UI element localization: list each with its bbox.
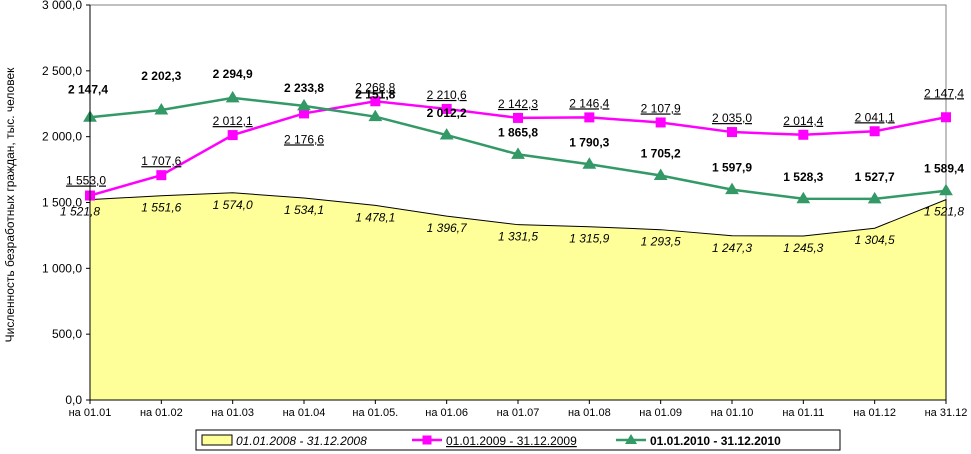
legend-marker-2009 — [422, 435, 432, 445]
marker-2009 — [584, 112, 595, 123]
data-label-2010: 2 012,2 — [427, 106, 467, 120]
x-tick-label: на 01.01 — [69, 407, 112, 419]
data-label-2008: 1 331,5 — [498, 230, 538, 244]
data-label-2010: 2 233,8 — [284, 81, 324, 95]
data-label-2009: 2 142,3 — [498, 97, 538, 111]
data-label-2008: 1 574,0 — [213, 198, 253, 212]
data-label-2008: 1 478,1 — [355, 210, 395, 224]
data-label-2009: 1 707,6 — [141, 154, 181, 168]
y-axis-label: Численность безработных граждан, тыс. че… — [3, 67, 17, 343]
data-label-2009: 2 012,1 — [213, 114, 253, 128]
marker-2010 — [867, 191, 882, 204]
legend-swatch-2008 — [201, 434, 233, 446]
y-tick-label: 1 000,0 — [42, 261, 82, 275]
marker-2010 — [154, 103, 169, 115]
data-label-2009: 2 014,4 — [783, 114, 823, 128]
data-labels: 1 521,8 1 551,6 1 574,0 1 534,1 1 478,1 1 396… — [60, 67, 964, 255]
x-tick-label: на 01.04 — [283, 407, 326, 419]
data-label-2009: 2 041,1 — [855, 110, 895, 124]
data-label-2009: 2 147,4 — [924, 86, 964, 100]
x-tick-label: на 01.03 — [211, 407, 254, 419]
data-label-2010: 1 527,7 — [855, 170, 895, 184]
marker-2009 — [869, 126, 880, 137]
data-label-2008: 1 534,1 — [284, 203, 324, 217]
marker-2009 — [227, 130, 238, 141]
data-label-2008: 1 551,6 — [141, 201, 181, 215]
x-tick-label: на 01.06 — [425, 407, 468, 419]
line-series-layer — [83, 90, 953, 204]
data-label-2010: 1 865,8 — [498, 125, 538, 139]
axes: 0,0 500,0 1 000,0 1 500,0 2 000,0 2 500,0 3 00… — [42, 0, 967, 419]
marker-2010 — [725, 182, 739, 195]
marker-2009 — [798, 129, 809, 140]
marker-2010 — [439, 128, 454, 140]
data-label-2010: 2 147,4 — [68, 82, 108, 96]
marker-2010 — [225, 90, 240, 103]
y-tick-label: 2 000,0 — [42, 130, 82, 144]
data-label-2009: 2 107,9 — [641, 101, 681, 115]
legend-marker-2010 — [625, 434, 637, 444]
y-tick-label: 2 500,0 — [42, 64, 82, 78]
data-label-2008: 1 304,5 — [855, 233, 895, 247]
data-label-2010: 2 202,3 — [141, 69, 181, 83]
legend-label-2009: 01.01.2009 - 31.12.2009 — [446, 434, 577, 448]
marker-2010 — [939, 183, 953, 196]
marker-2010 — [653, 168, 668, 180]
area-series-2008 — [89, 192, 947, 401]
data-label-2009: 2 146,4 — [569, 96, 609, 110]
data-label-2008: 1 521,8 — [60, 205, 100, 219]
data-label-2010: 1 790,3 — [569, 135, 609, 149]
x-tick-label: на 01.10 — [711, 407, 754, 419]
data-label-2008: 1 315,9 — [569, 232, 609, 246]
y-tick-label: 3 000,0 — [42, 0, 82, 12]
data-label-2008: 1 521,8 — [924, 205, 964, 219]
data-label-2010: 1 528,3 — [783, 170, 823, 184]
marker-2010 — [796, 191, 811, 204]
x-tick-label: на 01.02 — [140, 407, 183, 419]
data-label-2010: 1 589,4 — [924, 162, 964, 176]
x-tick-label: на 01.05. — [352, 407, 398, 419]
data-label-2008: 1 293,5 — [641, 235, 681, 249]
x-tick-label: на 01.08 — [568, 407, 611, 419]
legend-box — [195, 429, 841, 451]
data-label-2008: 1 396,7 — [427, 221, 468, 235]
x-tick-label: на 01.12 — [853, 407, 896, 419]
marker-2010 — [297, 98, 311, 111]
y-tick-label: 1 500,0 — [42, 196, 82, 210]
marker-2009 — [941, 112, 951, 123]
marker-2009 — [156, 170, 167, 181]
marker-2009 — [441, 103, 452, 114]
data-label-2008: 1 247,3 — [712, 241, 752, 255]
data-label-2009: 2 268,8 — [355, 80, 395, 94]
marker-2009 — [727, 127, 737, 138]
marker-2009 — [655, 117, 666, 128]
y-tick-label: 0,0 — [65, 393, 82, 407]
data-label-2009: 1 553,0 — [66, 174, 106, 188]
data-label-2010: 1 705,2 — [641, 146, 681, 160]
x-tick-label: на 01.09 — [639, 407, 682, 419]
legend-label-2010: 01.01.2010 - 31.12.2010 — [650, 434, 781, 448]
marker-2010 — [582, 157, 597, 169]
data-label-2008: 1 245,3 — [783, 241, 823, 255]
data-label-2010: 2 151,8 — [355, 88, 395, 102]
x-tick-label: на 01.11 — [782, 407, 824, 419]
data-label-2010: 2 294,9 — [213, 67, 253, 81]
x-tick-label: на 01.07 — [497, 407, 540, 419]
area-series-layer — [89, 192, 947, 401]
marker-2009 — [513, 112, 523, 123]
data-label-2009: 2 035,0 — [712, 111, 752, 125]
marker-2010 — [511, 147, 525, 159]
legend: 01.01.2008 - 31.12.2008 01.01.2009 - 31.1… — [195, 429, 841, 451]
data-label-2009: 2 210,6 — [427, 88, 467, 102]
marker-2010 — [368, 109, 383, 122]
y-tick-label: 500,0 — [52, 327, 82, 341]
legend-label-2008: 01.01.2008 - 31.12.2008 — [236, 434, 367, 448]
x-tick-label: на 31.12 — [925, 407, 968, 419]
data-label-2010: 1 597,9 — [712, 161, 752, 175]
marker-2009 — [370, 96, 381, 107]
data-label-2009: 2 176,6 — [284, 132, 324, 146]
